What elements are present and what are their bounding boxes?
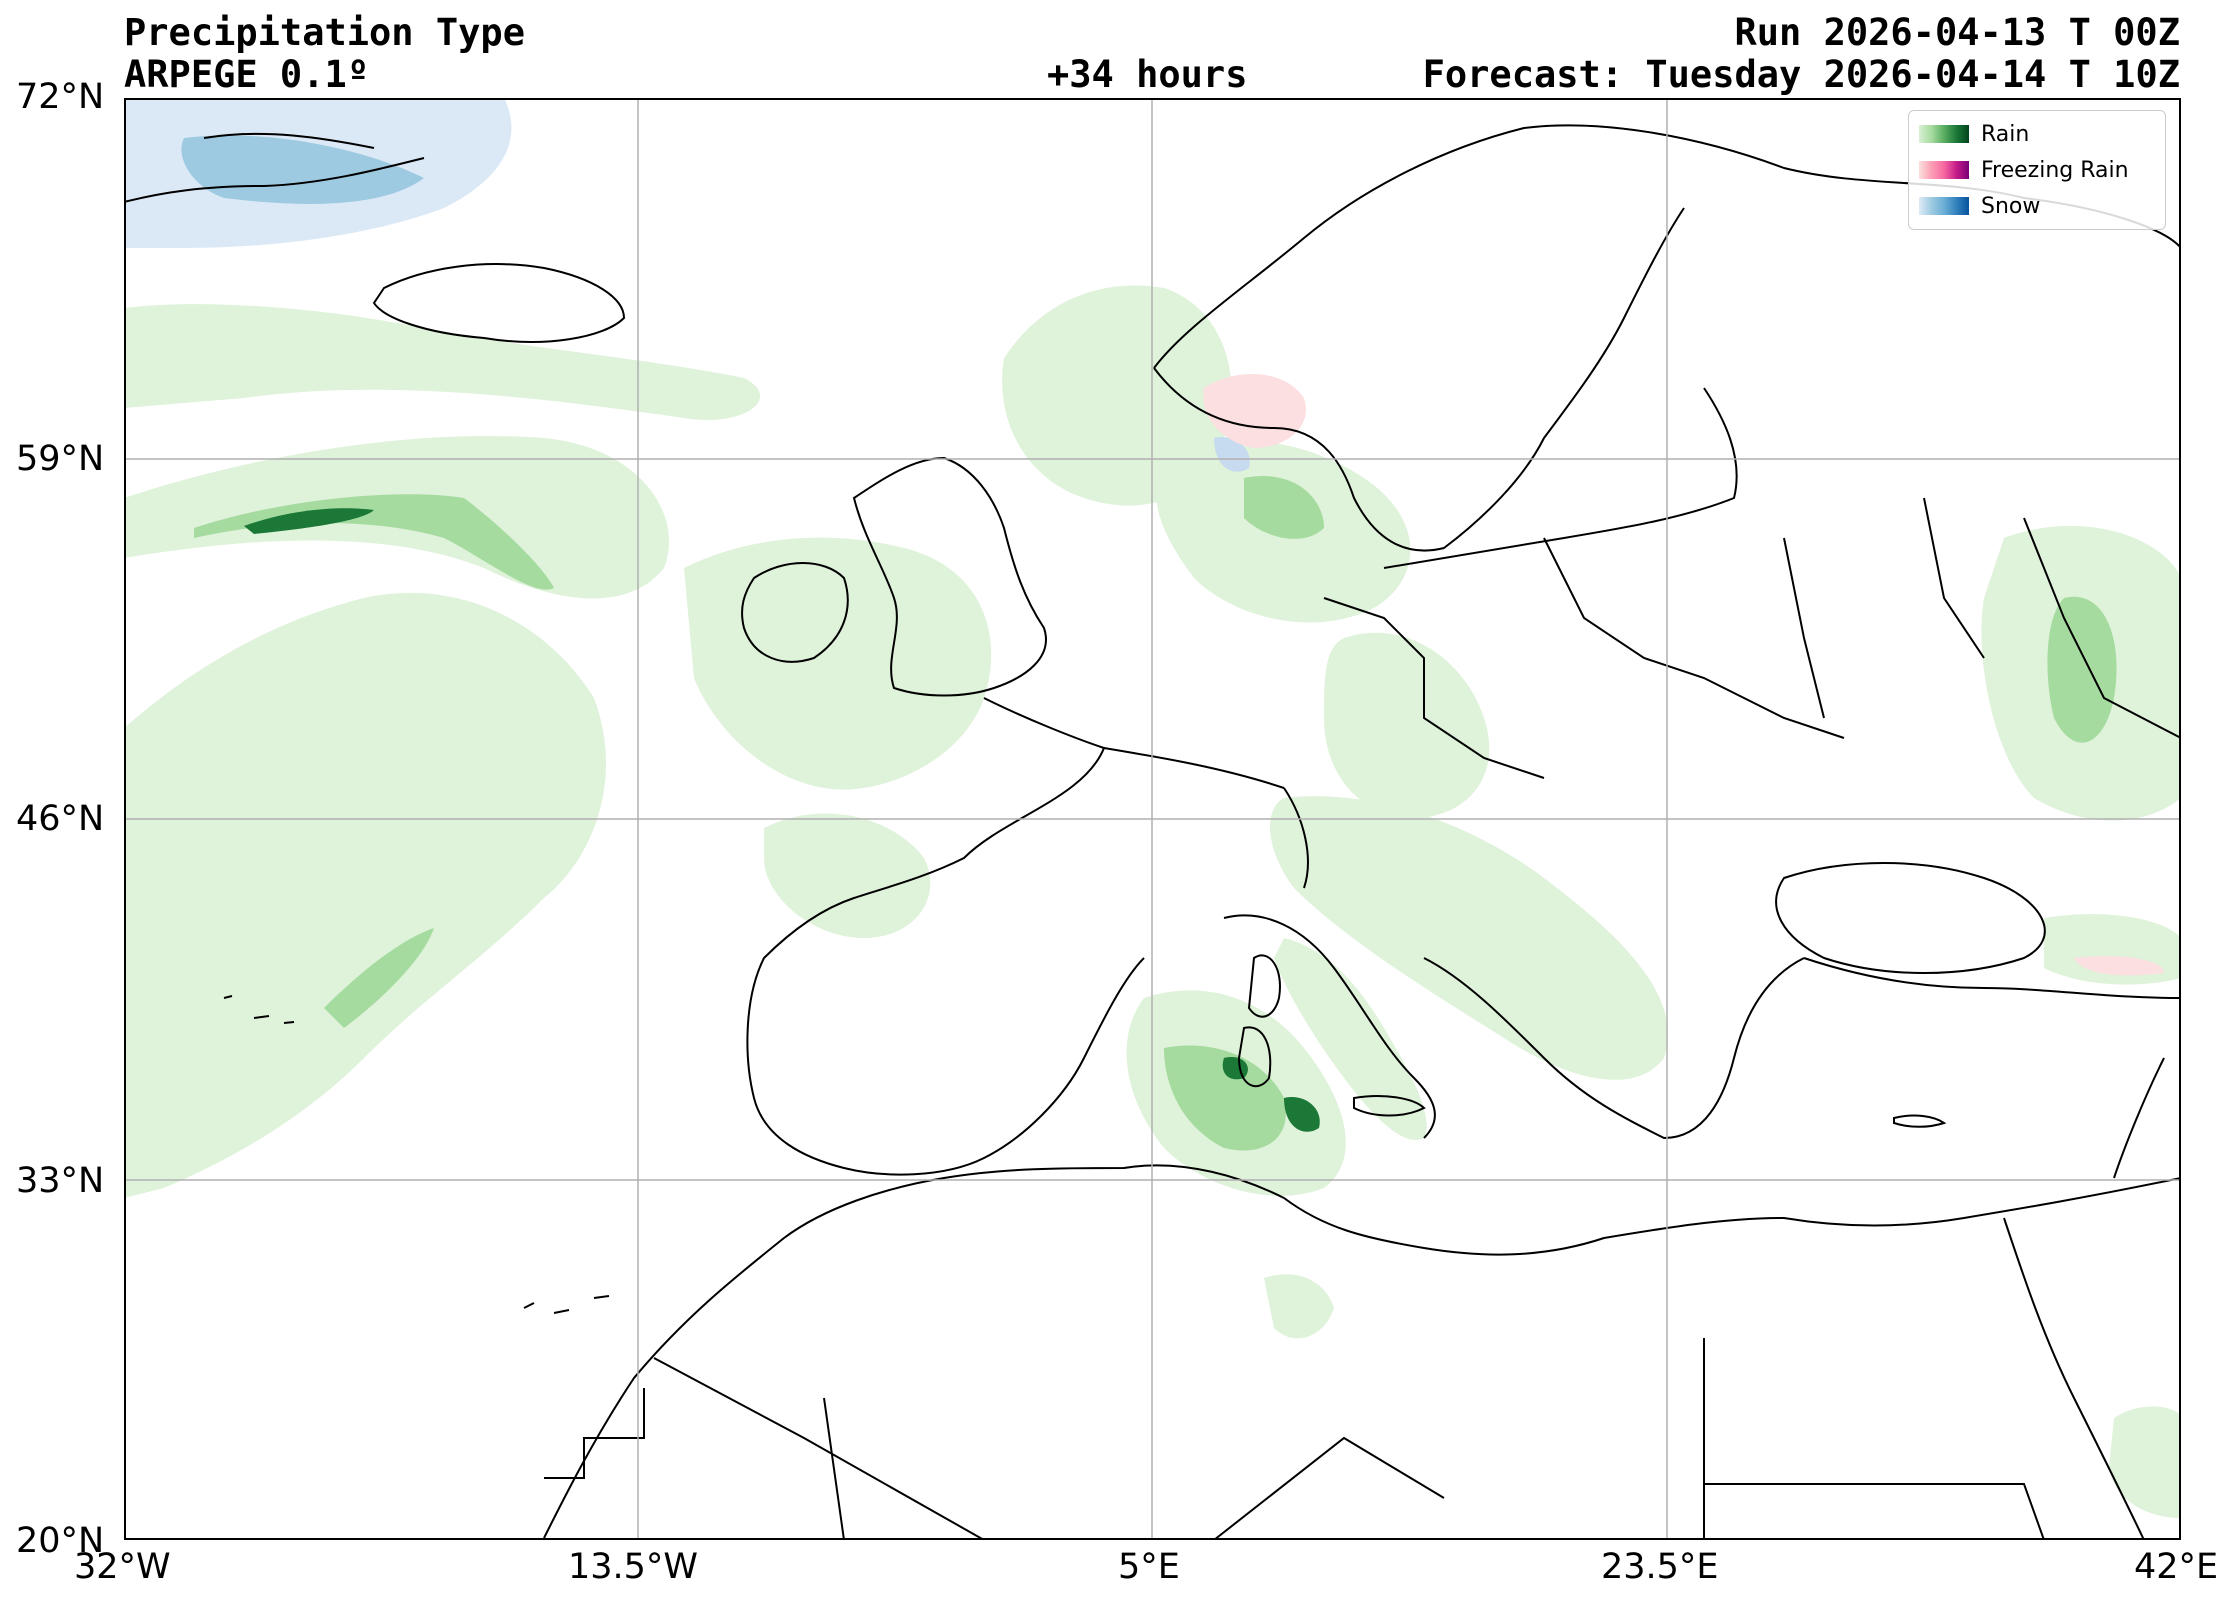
rain-atlantic-large	[124, 592, 606, 1198]
lat-label-20: 20°N	[16, 1521, 105, 1561]
lon-label-23-5e: 23.5°E	[1601, 1547, 1719, 1587]
border-africa-interior	[544, 1338, 2045, 1540]
rain-mid-tunisia	[1164, 1045, 1286, 1151]
freezing-rain-fields	[1203, 374, 2164, 976]
coast-france-iberia	[746, 697, 1145, 1176]
rain-mid-fields	[194, 476, 2117, 1151]
coast-red-sea	[2003, 1217, 2145, 1540]
coastlines-borders	[124, 124, 2181, 1540]
legend-item-rain: Rain	[1919, 119, 2029, 149]
rain-atlantic-north	[124, 304, 761, 420]
run-time: Run 2026-04-13 T 00Z	[1734, 11, 2180, 54]
rain-italy	[1274, 938, 1427, 1140]
legend-item-freezing-rain: Freezing Rain	[1919, 155, 2129, 185]
legend-label-rain: Rain	[1981, 121, 2030, 147]
rain-mid-ukraine	[2047, 596, 2117, 743]
lead-time: +34 hours	[1047, 53, 1248, 96]
rain-ireland-uk	[684, 537, 992, 790]
coast-azores	[223, 995, 295, 1024]
model-name: ARPEGE 0.1º	[124, 53, 370, 96]
coast-black-sea	[1775, 862, 2046, 974]
rain-heavy-tunisia	[1284, 1097, 1320, 1132]
rain-arabia	[2109, 1406, 2181, 1518]
lat-label-46: 46°N	[16, 799, 105, 839]
lat-label-33: 33°N	[16, 1161, 105, 1201]
border-europe-interior	[1103, 497, 2181, 889]
snow-swatch	[1919, 197, 1969, 215]
rain-central-europe	[1324, 632, 1490, 818]
rain-sahara	[1264, 1274, 1334, 1339]
coast-turkey-levant	[1803, 957, 2181, 1179]
snow-norway	[1214, 437, 1250, 472]
rain-heavy-atlantic	[244, 508, 374, 534]
legend-label-snow: Snow	[1981, 193, 2041, 219]
lon-label-13-5w: 13.5°W	[568, 1547, 699, 1587]
coast-balkans-greece	[1423, 957, 1805, 1140]
coast-baltic	[1383, 387, 1738, 569]
rain-biscay	[764, 813, 931, 938]
lon-label-5e: 5°E	[1118, 1547, 1180, 1587]
lon-label-32w: 32°W	[74, 1547, 171, 1587]
chart-title: Precipitation Type	[124, 11, 525, 54]
coast-canaries	[523, 1295, 610, 1314]
freezing-norway	[1203, 374, 1306, 448]
coast-greenland	[124, 132, 425, 203]
rain-mid-azores	[324, 928, 434, 1028]
rain-norway-sea	[1002, 285, 1232, 506]
rain-swatch	[1919, 125, 1969, 143]
coast-ireland	[741, 562, 849, 663]
rain-mid-skagerrak	[1244, 476, 1324, 539]
forecast-time: Forecast: Tuesday 2026-04-14 T 10Z	[1422, 53, 2180, 96]
lon-label-42e: 42°E	[2134, 1547, 2219, 1587]
map-frame	[124, 98, 2181, 1540]
gridlines	[124, 98, 2181, 1540]
coast-iceland	[372, 263, 626, 343]
freezing-caucasus	[2074, 956, 2164, 976]
lat-label-59: 59°N	[16, 439, 105, 479]
coast-corsica-sardinia	[1237, 954, 1281, 1088]
coast-uk	[852, 456, 1047, 697]
precip-map	[124, 98, 2181, 1540]
legend: Rain Freezing Rain Snow	[1908, 110, 2166, 230]
rain-alps-balkans	[1270, 796, 1668, 1080]
lat-label-72: 72°N	[16, 77, 105, 117]
legend-item-snow: Snow	[1919, 191, 2040, 221]
coast-north-africa	[543, 1164, 2181, 1539]
freezing-rain-swatch	[1919, 161, 1969, 179]
coast-sicily	[1353, 1095, 1426, 1117]
coast-cyprus	[1893, 1114, 1947, 1128]
legend-label-freezing-rain: Freezing Rain	[1981, 157, 2129, 183]
coast-italy	[1223, 914, 1436, 1139]
